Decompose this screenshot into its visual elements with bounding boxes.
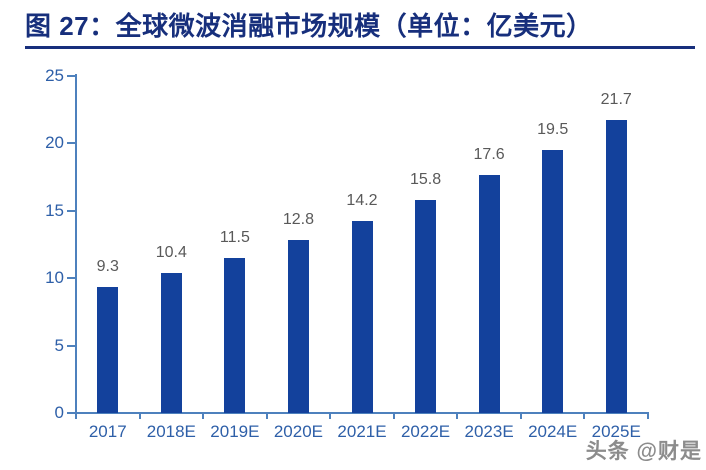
figure-title: 图 27：全球微波消融市场规模（单位：亿美元）: [25, 11, 593, 41]
x-tick: [202, 413, 205, 419]
x-tick: [75, 413, 77, 419]
y-tick: [67, 209, 75, 212]
bar-value-label: 14.2: [346, 192, 378, 210]
x-tick: [519, 413, 522, 419]
bar-value-label: 17.6: [473, 146, 505, 164]
y-axis-tick-label: 20: [45, 133, 64, 152]
bar-value-label: 15.8: [409, 170, 442, 188]
bar-value-label: 21.7: [600, 91, 632, 109]
bar: [224, 257, 246, 413]
x-axis-tick-label: 2019E: [210, 422, 260, 441]
bar-value-label: 11.5: [219, 228, 250, 246]
y-tick: [67, 74, 75, 77]
watermark: 头条 @财是: [585, 440, 702, 463]
x-axis-tick-label: 2018E: [146, 422, 196, 441]
x-axis-tick-label: 2017: [88, 422, 127, 441]
bar: [351, 221, 373, 413]
bar: [542, 149, 564, 413]
bar-value-label: 19.5: [537, 120, 569, 138]
y-axis-tick-label: 10: [45, 268, 64, 287]
x-tick: [265, 413, 268, 419]
x-axis-tick-label: 2023E: [464, 422, 514, 441]
x-axis-tick-label: 2020E: [273, 422, 324, 441]
y-tick: [67, 142, 75, 144]
x-axis-tick-label: 2021E: [337, 422, 387, 441]
y-axis-tick-label: 5: [54, 335, 64, 355]
x-tick: [583, 413, 586, 419]
x-axis-tick-label: 2022E: [400, 422, 451, 441]
bar-value-label: 12.8: [282, 211, 314, 229]
y-axis-tick-label: 0: [54, 403, 64, 422]
bar-value-label: 9.3: [96, 258, 119, 276]
bar: [97, 287, 119, 413]
x-tick: [329, 413, 332, 419]
bar: [415, 199, 437, 413]
x-axis-tick-label: 2024E: [528, 422, 578, 441]
y-tick: [67, 412, 75, 414]
y-tick: [67, 344, 75, 347]
bar: [160, 272, 182, 413]
bar: [605, 120, 627, 413]
bar: [287, 240, 309, 413]
bar-value-label: 10.4: [155, 243, 187, 261]
x-axis-line: [75, 412, 649, 414]
x-axis-tick-label: 2025E: [591, 422, 641, 441]
x-tick: [392, 413, 395, 419]
y-tick: [67, 277, 75, 279]
title-underline: [25, 46, 695, 49]
x-tick: [647, 413, 649, 419]
x-tick: [456, 413, 459, 419]
y-axis-tick-label: 15: [45, 200, 64, 220]
x-tick: [138, 413, 141, 419]
y-axis-tick-label: 25: [45, 65, 64, 85]
bar: [478, 175, 500, 413]
y-axis-line: [75, 73, 77, 414]
